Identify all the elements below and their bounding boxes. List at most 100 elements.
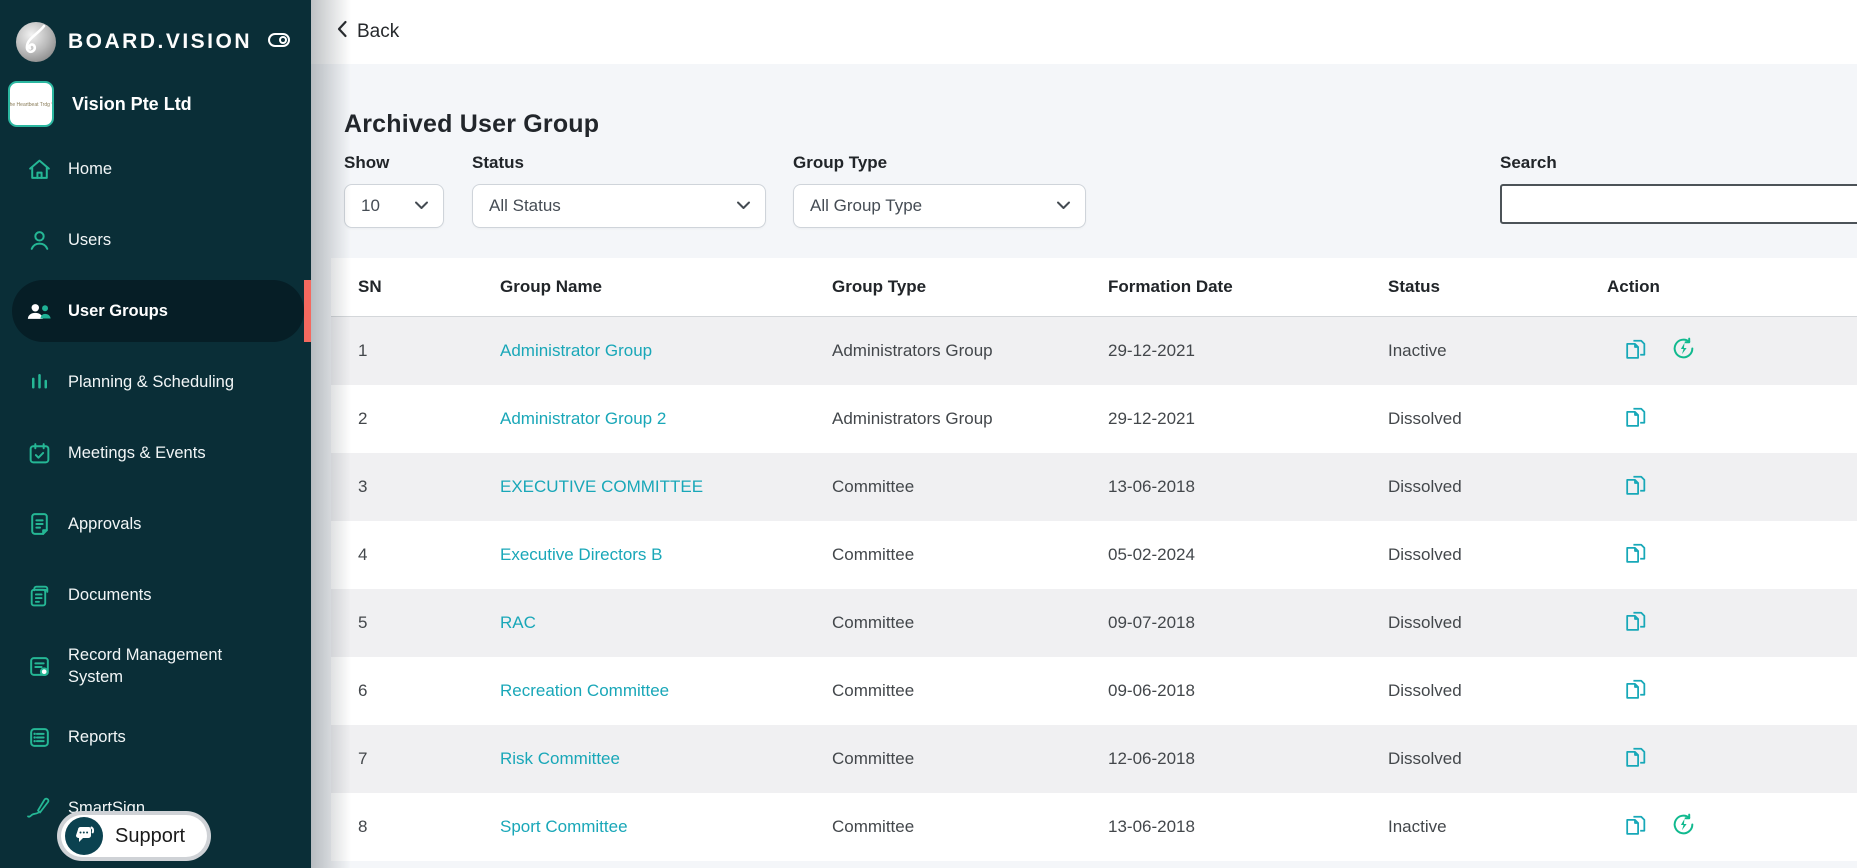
copy-document-icon	[1623, 471, 1648, 502]
group-name-link[interactable]: Sport Committee	[500, 816, 628, 836]
brand-row: BOARD.VISION	[0, 0, 311, 66]
documents-icon	[26, 582, 52, 608]
cell-status: Dissolved	[1388, 748, 1462, 768]
back-button[interactable]: Back	[336, 20, 399, 44]
search-input[interactable]	[1500, 184, 1857, 224]
reactivate-icon	[1670, 335, 1697, 367]
cell-actions	[1607, 521, 1857, 589]
copy-action-button[interactable]	[1621, 473, 1649, 501]
cell-sn: 4	[358, 544, 368, 564]
reactivate-action-button[interactable]	[1669, 813, 1697, 841]
group-name-link[interactable]: RAC	[500, 612, 536, 632]
user-icon	[26, 227, 52, 253]
cell-actions	[1607, 317, 1857, 385]
cell-actions	[1607, 657, 1857, 725]
sidebar-nav: Home Users User Groups Planning & Schedu…	[0, 138, 311, 839]
support-button[interactable]: Support	[57, 811, 212, 861]
sidebar-item-reports[interactable]: Reports	[12, 706, 304, 768]
sidebar-collapse-toggle[interactable]	[265, 27, 295, 57]
cell-sn: 5	[358, 612, 368, 632]
table-row: 7 Risk Committee Committee 12-06-2018 Di…	[331, 724, 1857, 793]
group-name-link[interactable]: Administrator Group	[500, 340, 653, 360]
pen-icon	[26, 795, 52, 821]
group-name-link[interactable]: Risk Committee	[500, 748, 620, 768]
cell-status: Inactive	[1388, 816, 1447, 836]
chevron-down-icon	[736, 197, 751, 215]
chat-bubble-icon	[65, 817, 103, 855]
cell-actions	[1607, 725, 1857, 793]
cell-group-type: Committee	[832, 748, 915, 768]
record-search-icon	[26, 653, 52, 679]
page-title: Archived User Group	[344, 110, 600, 138]
copy-action-button[interactable]	[1621, 405, 1649, 433]
company-name: Vision Pte Ltd	[72, 93, 192, 114]
copy-document-icon	[1623, 403, 1648, 434]
board-vision-logo-icon	[16, 22, 56, 62]
chart-bars-icon	[26, 369, 52, 395]
table-body: 1 Administrator Group Administrators Gro…	[331, 316, 1857, 861]
cell-formation-date: 13-06-2018	[1108, 476, 1195, 496]
sidebar-item-documents[interactable]: Documents	[12, 564, 304, 626]
brand-name: BOARD.VISION	[68, 30, 253, 53]
group-type-select[interactable]: All Group Type	[793, 184, 1086, 228]
sidebar-item-user-groups[interactable]: User Groups	[12, 280, 311, 342]
group-name-link[interactable]: Recreation Committee	[500, 680, 670, 700]
copy-document-icon	[1623, 675, 1648, 706]
approvals-document-icon	[26, 511, 52, 537]
copy-action-button[interactable]	[1621, 609, 1649, 637]
table-row: 3 EXECUTIVE COMMITTEE Committee 13-06-20…	[331, 452, 1857, 521]
cell-actions	[1607, 453, 1857, 521]
cell-status: Dissolved	[1388, 544, 1462, 564]
copy-action-button[interactable]	[1621, 677, 1649, 705]
cell-status: Dissolved	[1388, 476, 1462, 496]
group-name-link[interactable]: EXECUTIVE COMMITTEE	[500, 476, 704, 496]
sidebar-item-home[interactable]: Home	[12, 138, 304, 200]
group-type-filter: Group Type All Group Type	[793, 153, 1086, 228]
cell-actions	[1607, 385, 1857, 453]
reactivate-icon	[1670, 811, 1697, 843]
sidebar: BOARD.VISION The Heartbeat Trdg ♥ Vision…	[0, 0, 311, 868]
table-row: 6 Recreation Committee Committee 09-06-2…	[331, 657, 1857, 725]
reactivate-action-button[interactable]	[1669, 337, 1697, 365]
column-header-formation-date: Formation Date	[1108, 258, 1388, 317]
cell-status: Inactive	[1388, 340, 1447, 360]
sidebar-item-meetings-events[interactable]: Meetings & Events	[12, 422, 304, 484]
back-label: Back	[357, 21, 400, 42]
content: Archived User Group Show 10 Status All S…	[311, 110, 1857, 861]
status-filter: Status All Status	[472, 153, 766, 228]
group-name-link[interactable]: Executive Directors B	[500, 544, 663, 564]
cell-sn: 6	[358, 680, 368, 700]
sidebar-item-approvals[interactable]: Approvals	[12, 493, 304, 555]
cell-group-type: Committee	[832, 476, 915, 496]
archived-groups-table: SN Group Name Group Type Formation Date Stat…	[331, 258, 1857, 861]
sidebar-item-users[interactable]: Users	[12, 209, 304, 271]
show-label: Show	[344, 153, 390, 172]
sidebar-item-planning-scheduling[interactable]: Planning & Scheduling	[12, 351, 304, 413]
cell-group-type: Administrators Group	[832, 340, 993, 360]
copy-action-button[interactable]	[1621, 337, 1649, 365]
show-select[interactable]: 10	[344, 184, 444, 228]
copy-action-button[interactable]	[1621, 745, 1649, 773]
copy-action-button[interactable]	[1621, 813, 1649, 841]
sidebar-item-record-management-system[interactable]: Record Management System	[12, 635, 304, 697]
cell-formation-date: 09-06-2018	[1108, 680, 1195, 700]
cell-formation-date: 05-02-2024	[1108, 544, 1195, 564]
cell-sn: 8	[358, 816, 368, 836]
status-select[interactable]: All Status	[472, 184, 766, 228]
table-row: 4 Executive Directors B Committee 05-02-…	[331, 521, 1857, 589]
copy-document-icon	[1623, 811, 1648, 842]
copy-document-icon	[1623, 335, 1648, 366]
copy-action-button[interactable]	[1621, 541, 1649, 569]
cell-group-type: Committee	[832, 680, 915, 700]
show-filter: Show 10	[344, 153, 444, 228]
cell-group-type: Committee	[832, 816, 915, 836]
company-row[interactable]: The Heartbeat Trdg ♥ Vision Pte Ltd	[0, 76, 311, 132]
copy-document-icon	[1623, 607, 1648, 638]
support-label: Support	[115, 824, 186, 847]
chevron-left-icon	[336, 20, 348, 44]
copy-document-icon	[1623, 539, 1648, 570]
group-name-link[interactable]: Administrator Group 2	[500, 408, 667, 428]
copy-document-icon	[1623, 743, 1648, 774]
cell-actions	[1607, 589, 1857, 657]
toggle-icon	[267, 30, 293, 55]
